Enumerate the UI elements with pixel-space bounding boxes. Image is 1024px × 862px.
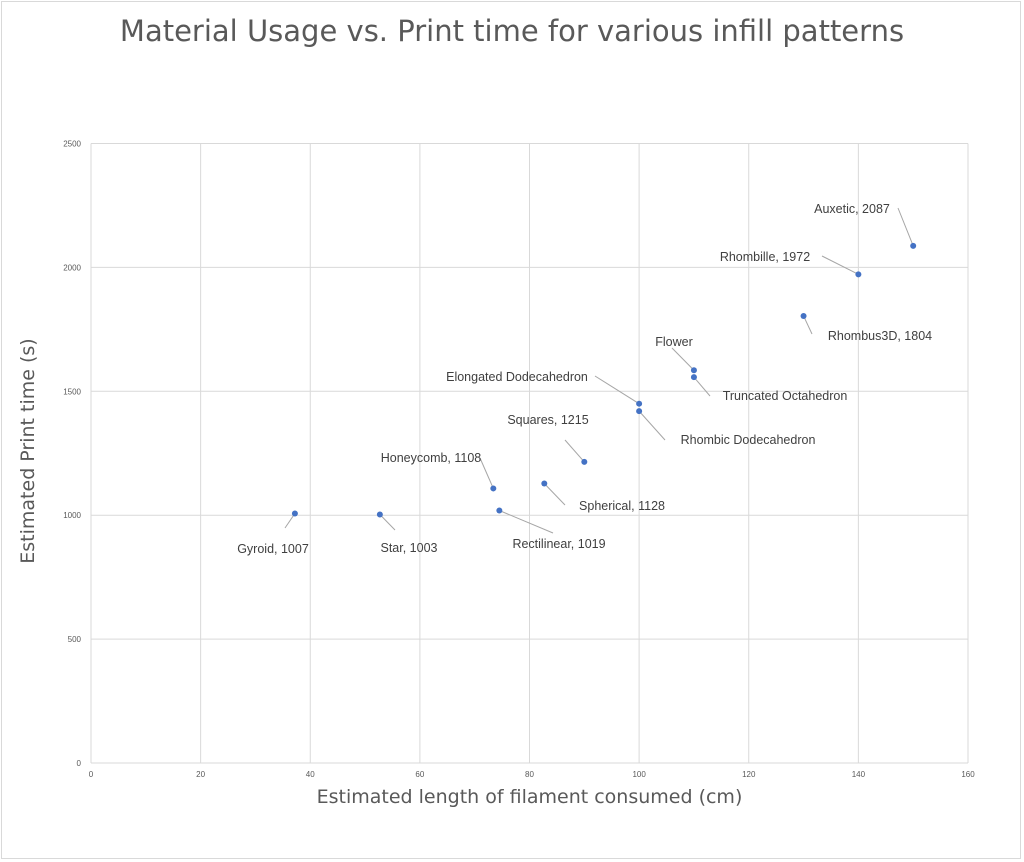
leader-line xyxy=(897,207,914,247)
y-tick-label: 1000 xyxy=(63,511,81,520)
y-tick-label: 2500 xyxy=(63,140,81,149)
leader-line xyxy=(594,375,640,405)
data-point xyxy=(291,510,298,517)
chart-title: Material Usage vs. Print time for variou… xyxy=(119,14,905,48)
leader-line xyxy=(821,255,859,275)
data-label: Auxetic, 2087 xyxy=(814,202,890,216)
data-label: Spherical, 1128 xyxy=(579,499,665,513)
y-tick-label: 2000 xyxy=(63,263,81,272)
data-point xyxy=(376,511,383,518)
x-tick-label: 20 xyxy=(196,770,205,779)
data-point xyxy=(636,400,643,407)
leader-line xyxy=(379,514,396,531)
data-label: Squares, 1215 xyxy=(507,413,588,427)
data-label: Honeycomb, 1108 xyxy=(381,451,482,465)
leader-line xyxy=(671,347,695,371)
leader-line xyxy=(693,376,711,397)
data-label: Gyroid, 1007 xyxy=(237,542,309,556)
data-point xyxy=(800,312,807,319)
data-point xyxy=(855,271,862,278)
data-label: Rhombus3D, 1804 xyxy=(828,329,932,343)
data-label: Rhombille, 1972 xyxy=(720,250,810,264)
leader-line xyxy=(543,483,566,506)
x-tick-label: 120 xyxy=(742,770,756,779)
data-label: Truncated Octahedron xyxy=(723,389,848,403)
leader-line xyxy=(803,315,813,335)
data-point xyxy=(690,367,697,374)
leader-line xyxy=(564,439,585,463)
x-tick-label: 40 xyxy=(306,770,315,779)
data-point xyxy=(490,485,497,492)
data-label: Flower xyxy=(655,335,693,349)
data-label: Star, 1003 xyxy=(381,541,438,555)
x-tick-label: 140 xyxy=(852,770,866,779)
data-point xyxy=(636,408,643,415)
data-label: Elongated Dodecahedron xyxy=(446,370,588,384)
data-point xyxy=(581,458,588,465)
data-point xyxy=(496,507,503,514)
x-tick-label: 160 xyxy=(961,770,975,779)
leader-line xyxy=(499,510,554,534)
y-tick-label: 1500 xyxy=(63,387,81,396)
x-tick-label: 80 xyxy=(525,770,534,779)
data-point xyxy=(690,374,697,381)
data-label: Rhombic Dodecahedron xyxy=(681,433,816,447)
y-tick-label: 500 xyxy=(68,635,82,644)
data-label: Rectilinear, 1019 xyxy=(512,537,605,551)
leader-line xyxy=(479,457,494,489)
x-tick-label: 60 xyxy=(415,770,424,779)
leader-line xyxy=(638,410,666,441)
y-tick-label: 0 xyxy=(77,759,82,768)
x-tick-label: 100 xyxy=(632,770,646,779)
data-point xyxy=(910,242,917,249)
x-axis-label: Estimated length of filament consumed (c… xyxy=(316,786,743,808)
x-tick-label: 0 xyxy=(89,770,94,779)
data-point xyxy=(541,480,548,487)
